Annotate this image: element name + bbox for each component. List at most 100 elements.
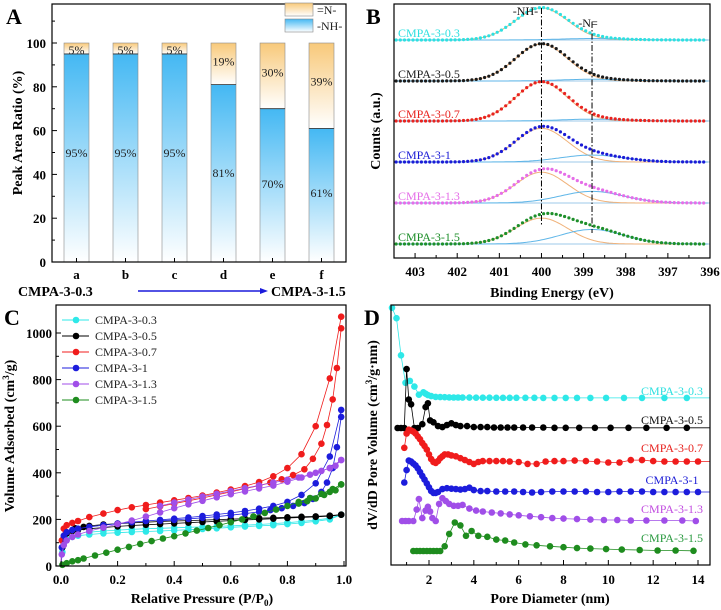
b-data-point bbox=[424, 119, 428, 123]
c-legend-label: CMPA-3-0.3 bbox=[95, 313, 157, 327]
c-data-point bbox=[63, 521, 70, 529]
c-data-point bbox=[216, 521, 223, 529]
b-data-point bbox=[461, 160, 466, 164]
d-data-point bbox=[562, 424, 569, 432]
b-data-point bbox=[588, 110, 592, 114]
d-data-point bbox=[551, 424, 558, 432]
c-data-point bbox=[103, 549, 110, 556]
b-data-point bbox=[563, 214, 567, 219]
b-data-point bbox=[508, 229, 512, 233]
c-data-point bbox=[337, 325, 345, 332]
b-data-point bbox=[588, 184, 592, 188]
d-data-point bbox=[401, 479, 408, 486]
b-x-tick-label: 399 bbox=[574, 264, 594, 279]
b-data-point bbox=[685, 201, 689, 205]
b-data-point bbox=[647, 199, 651, 203]
d-data-point bbox=[499, 394, 507, 402]
b-data-point bbox=[668, 241, 672, 245]
a-y-tick-label: 100 bbox=[27, 36, 47, 51]
b-data-point bbox=[461, 201, 466, 205]
b-data-point bbox=[609, 116, 613, 120]
b-data-point bbox=[529, 83, 533, 87]
b-data-point bbox=[402, 242, 407, 246]
a-y-tick-label: 80 bbox=[33, 80, 46, 95]
b-data-point bbox=[470, 241, 474, 245]
c-data-point bbox=[159, 535, 167, 542]
b-data-point bbox=[398, 38, 402, 42]
d-data-point bbox=[479, 457, 487, 465]
b-data-point bbox=[424, 201, 428, 205]
b-data-point bbox=[609, 229, 613, 233]
c-x-tick-label: 1.0 bbox=[336, 572, 352, 587]
b-data-point bbox=[542, 124, 546, 128]
b-data-point bbox=[495, 236, 499, 240]
c-data-point bbox=[312, 422, 320, 430]
b-data-point bbox=[516, 179, 520, 184]
b-data-point bbox=[643, 198, 647, 202]
panel-letter-a: A bbox=[6, 4, 22, 29]
b-data-point bbox=[436, 160, 440, 164]
b-data-point bbox=[508, 22, 512, 27]
b-data-point bbox=[592, 32, 596, 36]
b-data-point bbox=[592, 72, 596, 77]
c-desorption-line bbox=[160, 459, 342, 507]
b-data-point bbox=[440, 242, 445, 246]
d-data-point bbox=[459, 394, 466, 401]
b-data-point bbox=[638, 158, 643, 162]
d-data-point bbox=[627, 456, 635, 464]
d-data-point bbox=[607, 424, 614, 432]
d-data-point bbox=[587, 394, 594, 402]
b-data-point bbox=[483, 239, 487, 244]
b-data-point bbox=[554, 47, 558, 51]
c-data-point bbox=[74, 517, 82, 525]
d-data-point bbox=[593, 488, 601, 496]
d-series-cmpa-3-0.7 bbox=[401, 426, 710, 468]
b-data-point bbox=[491, 195, 495, 199]
b-data-point bbox=[626, 118, 630, 122]
b-series-cmpa-3-0.3 bbox=[394, 6, 706, 42]
b-data-point bbox=[676, 201, 681, 205]
b-series-label: CMPA-3-1 bbox=[398, 148, 451, 162]
b-data-point bbox=[601, 115, 605, 119]
d-data-point bbox=[522, 541, 529, 548]
b-data-point bbox=[584, 182, 588, 186]
b-data-point bbox=[571, 21, 575, 25]
d-data-point bbox=[593, 458, 601, 465]
c-data-point bbox=[241, 510, 249, 517]
panel-b: B CMPA-3-0.3 CMPA-3-0.5 CMPA-3-0.7 CMPA-3-1… bbox=[366, 3, 720, 301]
b-data-point bbox=[415, 242, 419, 246]
b-data-point bbox=[592, 112, 596, 116]
b-data-point bbox=[579, 220, 584, 224]
b-data-point bbox=[681, 242, 685, 246]
c-data-point bbox=[312, 495, 320, 502]
b-data-point bbox=[470, 78, 474, 82]
b-data-point bbox=[681, 160, 685, 164]
b-data-point bbox=[478, 116, 482, 121]
b-series-cmpa-3-0.5 bbox=[394, 42, 706, 83]
b-data-point bbox=[508, 61, 512, 65]
b-data-point bbox=[419, 119, 423, 123]
d-x-tick-label: 8 bbox=[560, 572, 567, 587]
b-data-point bbox=[676, 38, 681, 42]
b-data-point bbox=[516, 54, 520, 58]
b-data-point bbox=[487, 74, 491, 78]
b-data-point bbox=[445, 242, 449, 246]
b-data-point bbox=[542, 80, 546, 84]
c-data-point bbox=[199, 514, 206, 522]
c-data-point bbox=[63, 528, 70, 536]
d-data-point bbox=[470, 486, 478, 494]
b-data-point bbox=[457, 242, 461, 246]
b-data-point bbox=[533, 43, 537, 47]
b-data-point bbox=[499, 107, 503, 111]
b-data-point bbox=[461, 118, 466, 123]
d-data-point bbox=[540, 394, 547, 402]
c-desorption-line bbox=[145, 328, 342, 510]
b-reference-label: -NH- bbox=[513, 4, 538, 18]
b-data-point bbox=[685, 242, 689, 246]
c-data-point bbox=[69, 533, 76, 541]
b-data-point bbox=[558, 213, 563, 217]
b-data-point bbox=[419, 79, 423, 83]
c-y-tick-label: 800 bbox=[33, 373, 53, 388]
b-data-point bbox=[655, 200, 659, 204]
b-data-point bbox=[693, 201, 697, 205]
